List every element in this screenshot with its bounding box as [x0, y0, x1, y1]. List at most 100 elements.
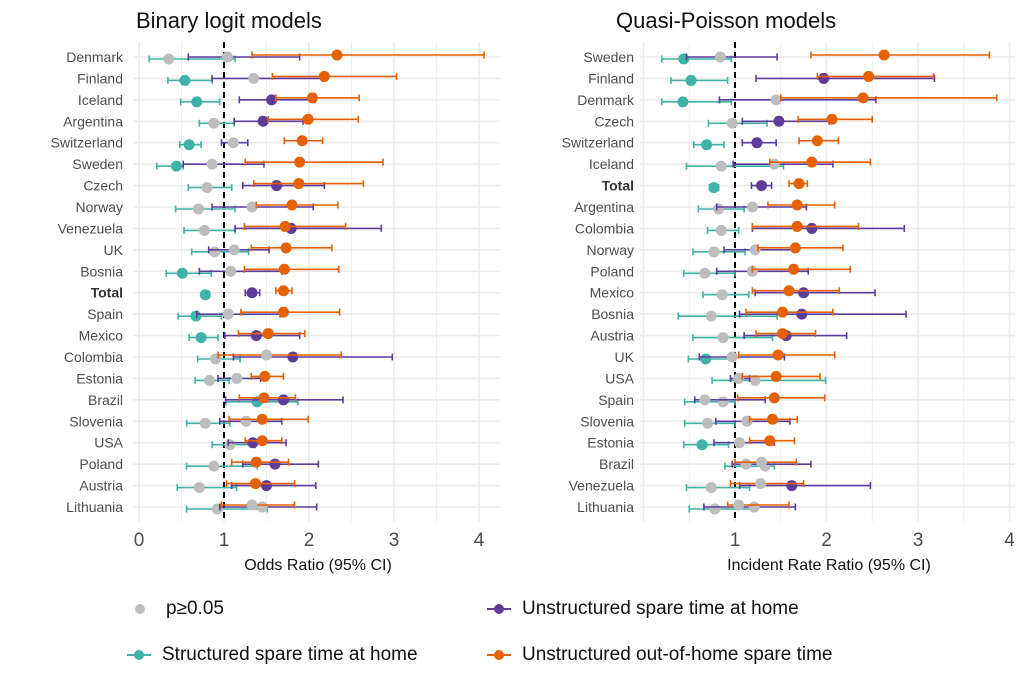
estimate-point [717, 332, 729, 344]
y-tick-label: Brazil [88, 392, 123, 408]
y-tick-label: Norway [587, 242, 634, 258]
estimate-point [826, 113, 838, 125]
legend-item-nonsignificant: p≥0.05 [128, 598, 224, 620]
estimate-point [751, 137, 763, 149]
estimate-point [261, 349, 272, 361]
estimate-point [199, 289, 211, 301]
estimate-point [702, 417, 714, 429]
x-tick-label: 4 [474, 530, 485, 551]
estimate-point [302, 113, 314, 125]
y-tick-label: Lithuania [577, 499, 634, 515]
estimate-point [278, 394, 289, 406]
estimate-point [246, 287, 258, 299]
estimate-point [701, 139, 713, 151]
x-tick-label: 1 [219, 530, 230, 551]
estimate-point [791, 199, 803, 211]
estimate-point [199, 417, 211, 429]
y-tick-label: Finland [77, 70, 123, 86]
estimate-point [768, 392, 780, 404]
estimate-point [770, 94, 782, 106]
estimate-point [740, 458, 752, 470]
estimate-point [709, 503, 721, 515]
estimate-point [278, 263, 290, 275]
estimate-point [733, 372, 745, 384]
estimate-point [734, 437, 746, 449]
y-tick-label: Finland [588, 70, 634, 86]
estimate-point [227, 137, 239, 149]
estimate-point [755, 478, 767, 490]
estimate-point [306, 92, 318, 104]
x-tick-label: 4 [1004, 530, 1015, 551]
estimate-point [278, 285, 289, 297]
estimate-point [198, 224, 210, 236]
estimate-point [193, 482, 205, 494]
y-tick-label: Switzerland [51, 135, 123, 151]
estimate-point [193, 203, 204, 215]
estimate-point [811, 135, 823, 147]
y-tick-label: Slovenia [69, 413, 123, 429]
legend-item-structured: Structured spare time at home [124, 644, 418, 666]
x-tick-label: 3 [913, 530, 924, 551]
y-tick-label: Iceland [589, 156, 634, 172]
estimate-point [798, 287, 810, 299]
estimate-point [331, 49, 343, 61]
y-tick-label: Brazil [599, 456, 634, 472]
y-tick-label: Austria [79, 478, 123, 494]
x-tick-label: 2 [821, 530, 832, 551]
estimate-point [163, 53, 175, 65]
panel-quasi-poisson: Quasi-Poisson models Incident Rate Ratio… [562, 8, 1016, 574]
estimate-point [221, 51, 233, 63]
x-axis-title: Incident Rate Ratio (95% CI) [727, 557, 931, 574]
y-tick-label: Argentina [63, 113, 123, 129]
estimate-point [749, 374, 761, 386]
estimate-point [271, 180, 283, 192]
estimate-point [791, 220, 803, 232]
legend-label: Unstructured spare time at home [522, 598, 799, 619]
estimate-point [700, 353, 712, 365]
y-tick-label: Venezuela [569, 478, 635, 494]
estimate-point [256, 501, 268, 513]
estimate-point [259, 370, 271, 382]
estimate-point [294, 156, 306, 168]
y-tick-label: Austria [590, 328, 634, 344]
y-tick-label: Iceland [78, 92, 123, 108]
estimate-point [176, 267, 188, 279]
x-tick-label: 1 [730, 530, 741, 551]
estimate-point [206, 158, 218, 170]
estimate-point [699, 394, 711, 406]
x-axis-title: Odds Ratio (95% CI) [244, 557, 392, 574]
estimate-point [796, 308, 808, 320]
y-tick-label: Switzerland [562, 135, 634, 151]
estimate-point [748, 501, 760, 513]
estimate-point [708, 182, 720, 194]
estimate-point [741, 415, 753, 427]
y-tick-label: Total [91, 285, 123, 301]
estimate-point [756, 456, 768, 468]
estimate-point [699, 267, 711, 279]
y-tick-label: Sweden [583, 49, 634, 65]
panel-binary-logit: Binary logit models Odds Ratio (95% CI) … [51, 8, 500, 574]
estimate-point [806, 156, 818, 168]
estimate-point [773, 115, 785, 127]
estimate-point [685, 74, 697, 86]
y-tick-label: Lithuania [66, 499, 123, 515]
legend-label: Structured spare time at home [162, 644, 418, 665]
estimate-point [250, 330, 262, 342]
estimate-point [228, 244, 240, 256]
estimate-point [793, 178, 805, 190]
estimate-point [756, 180, 768, 192]
y-tick-label: Bosnia [591, 306, 634, 322]
y-tick-label: Spain [598, 392, 634, 408]
estimate-point [249, 478, 261, 490]
estimate-point [286, 199, 298, 211]
estimate-point [318, 70, 330, 82]
estimate-point [279, 220, 291, 232]
y-tick-label: Slovenia [580, 413, 634, 429]
estimate-point [733, 499, 745, 511]
estimate-point [705, 310, 717, 322]
estimate-point [715, 160, 727, 172]
estimate-point [717, 396, 729, 408]
y-tick-label: Denmark [577, 92, 635, 108]
estimate-point [195, 332, 207, 344]
estimate-point [716, 289, 728, 301]
